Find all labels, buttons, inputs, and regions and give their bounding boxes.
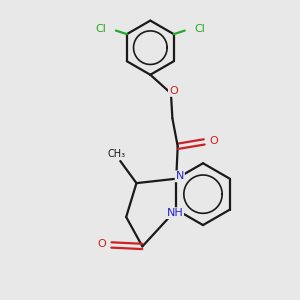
Text: Cl: Cl: [96, 24, 107, 34]
Text: CH₃: CH₃: [108, 149, 126, 159]
Text: O: O: [169, 86, 178, 96]
Text: NH: NH: [167, 208, 183, 218]
Text: O: O: [209, 136, 218, 146]
Text: Cl: Cl: [194, 24, 205, 34]
Text: N: N: [176, 171, 184, 182]
Text: O: O: [98, 239, 106, 249]
